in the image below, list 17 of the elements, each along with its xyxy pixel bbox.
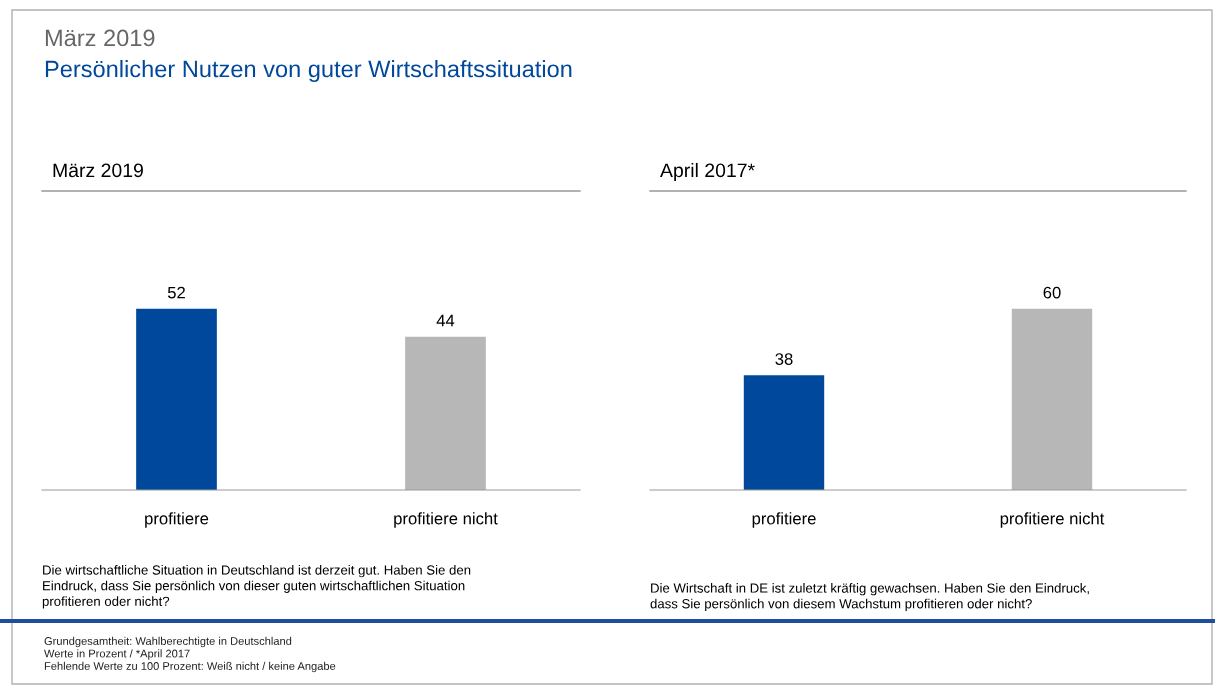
data-label: 44: [436, 314, 455, 327]
text: Persönlicher Nutzen von guter Wirtschaftssituation: [45, 60, 572, 82]
text: März 2019: [45, 29, 155, 47]
x-tick-label: profitiere: [752, 512, 816, 528]
text: Die wirtschaftliche Situation in Deutschland ist derzeit gut. Haben Sie den Eindruck, dass Sie persönlich von dieser guten wirtschaftlichen Situation profitieren oder nicht?: [42, 565, 471, 609]
text: Grundgesamtheit: Wahlberechtigte in Deutschland: [44, 636, 292, 648]
data-label: 38: [775, 353, 793, 365]
chart-title: April 2017*: [660, 162, 755, 182]
data-label: 60: [1043, 286, 1061, 299]
text: Fehlende Werte zu 100 Prozent: Weiß nicht / keine Angabe: [44, 661, 336, 673]
x-tick-label: profitiere nicht: [394, 512, 498, 528]
text: Werte in Prozent / *April 2017: [44, 649, 190, 660]
chart-title: März 2019: [53, 163, 143, 178]
x-tick-label: profitiere nicht: [1000, 512, 1105, 528]
x-tick-label: profitiere: [145, 512, 209, 528]
text: Die Wirtschaft in DE ist zuletzt kräftig gewachsen. Haben Sie den Eindruck, dass Sie persönlich von diesem Wachstum profitieren oder nicht?: [650, 583, 1089, 611]
data-label: 52: [167, 286, 185, 299]
